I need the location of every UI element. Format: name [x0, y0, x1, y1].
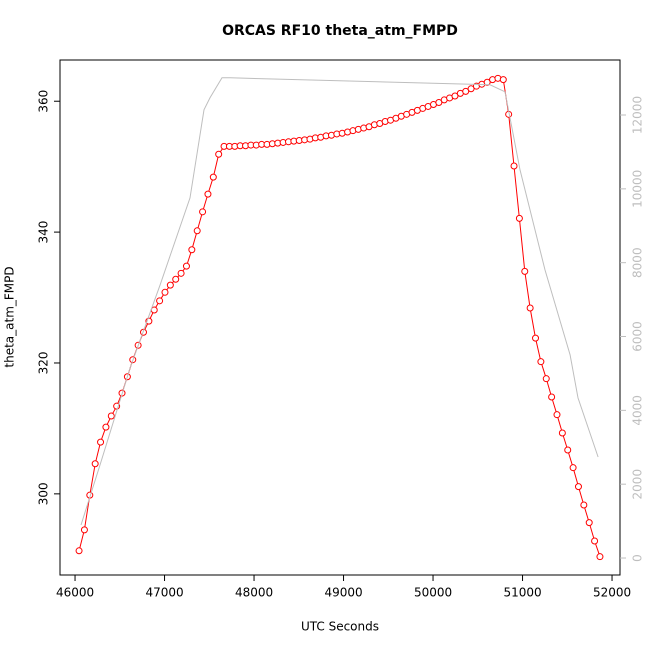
point — [591, 537, 599, 545]
point — [553, 411, 561, 419]
point — [209, 173, 217, 181]
point — [97, 438, 105, 446]
point — [75, 547, 83, 555]
x-tick-label: 50000 — [414, 586, 452, 600]
point — [156, 297, 164, 305]
point — [526, 304, 534, 312]
x-tick-label: 49000 — [324, 586, 362, 600]
point — [537, 358, 545, 366]
point — [467, 85, 475, 93]
point — [548, 393, 556, 401]
point — [80, 526, 88, 534]
point — [585, 519, 593, 527]
point — [510, 162, 518, 170]
point — [483, 78, 491, 86]
y-tick-label: 360 — [37, 90, 51, 113]
series-line — [78, 77, 601, 557]
point — [596, 553, 604, 561]
y2-tick-label: 12000 — [631, 96, 645, 134]
point — [451, 92, 459, 100]
chart-title: ORCAS RF10 theta_atm_FMPD — [222, 23, 458, 39]
point — [215, 150, 223, 158]
y-tick-label: 340 — [37, 221, 51, 244]
series-line — [80, 77, 599, 526]
plot-box — [59, 59, 621, 576]
point — [177, 269, 185, 277]
point — [182, 262, 190, 270]
point — [188, 246, 196, 254]
y2-tick-label: 0 — [631, 554, 645, 562]
point — [574, 483, 582, 491]
point — [499, 76, 507, 84]
point — [558, 429, 566, 437]
point — [542, 375, 550, 383]
point — [462, 87, 470, 95]
point — [161, 288, 169, 296]
x-tick-label: 47000 — [145, 586, 183, 600]
point — [569, 464, 577, 472]
point — [102, 423, 110, 431]
x-tick-label: 46000 — [56, 586, 94, 600]
x-tick-label: 52000 — [593, 586, 631, 600]
y2-tick-label: 2000 — [631, 469, 645, 500]
point — [166, 281, 174, 289]
point — [521, 267, 529, 275]
y-tick-label: 300 — [37, 482, 51, 505]
x-axis-label: UTC Seconds — [301, 620, 379, 634]
point — [172, 275, 180, 283]
point — [435, 99, 443, 107]
y2-tick-label: 4000 — [631, 395, 645, 426]
point — [564, 446, 572, 454]
x-tick-label: 48000 — [235, 586, 273, 600]
point — [107, 412, 115, 420]
y2-tick-label: 10000 — [631, 170, 645, 208]
point — [532, 334, 540, 342]
point — [515, 214, 523, 222]
x-tick-label: 51000 — [503, 586, 541, 600]
point — [204, 190, 212, 198]
y2-tick-label: 8000 — [631, 247, 645, 278]
y-axis-label: theta_atm_FMPD — [3, 266, 17, 367]
point — [580, 501, 588, 509]
y2-tick-label: 6000 — [631, 321, 645, 352]
point — [199, 208, 207, 216]
point — [91, 460, 99, 468]
point — [193, 227, 201, 235]
y-tick-label: 320 — [37, 352, 51, 375]
